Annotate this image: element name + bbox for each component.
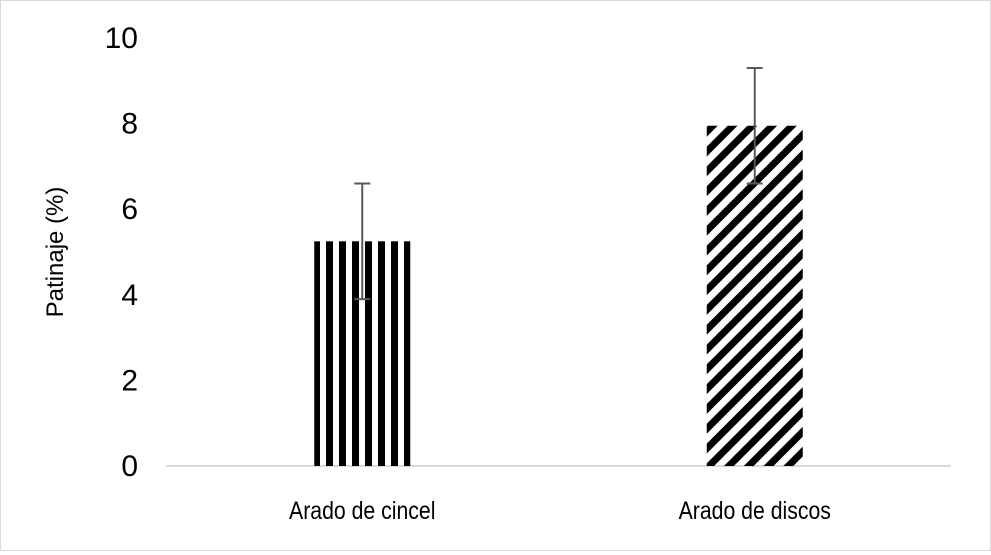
x-tick-label: Arado de cincel bbox=[289, 496, 435, 524]
y-tick-label: 10 bbox=[105, 22, 138, 55]
y-tick-label: 6 bbox=[121, 193, 138, 226]
y-axis-label: Patinaje (%) bbox=[42, 187, 69, 318]
x-tick-label: Arado de discos bbox=[679, 496, 831, 524]
y-tick-label: 2 bbox=[121, 364, 138, 397]
y-tick-label: 8 bbox=[121, 108, 138, 141]
y-tick-label: 4 bbox=[121, 279, 138, 312]
y-tick-label: 0 bbox=[121, 450, 138, 483]
